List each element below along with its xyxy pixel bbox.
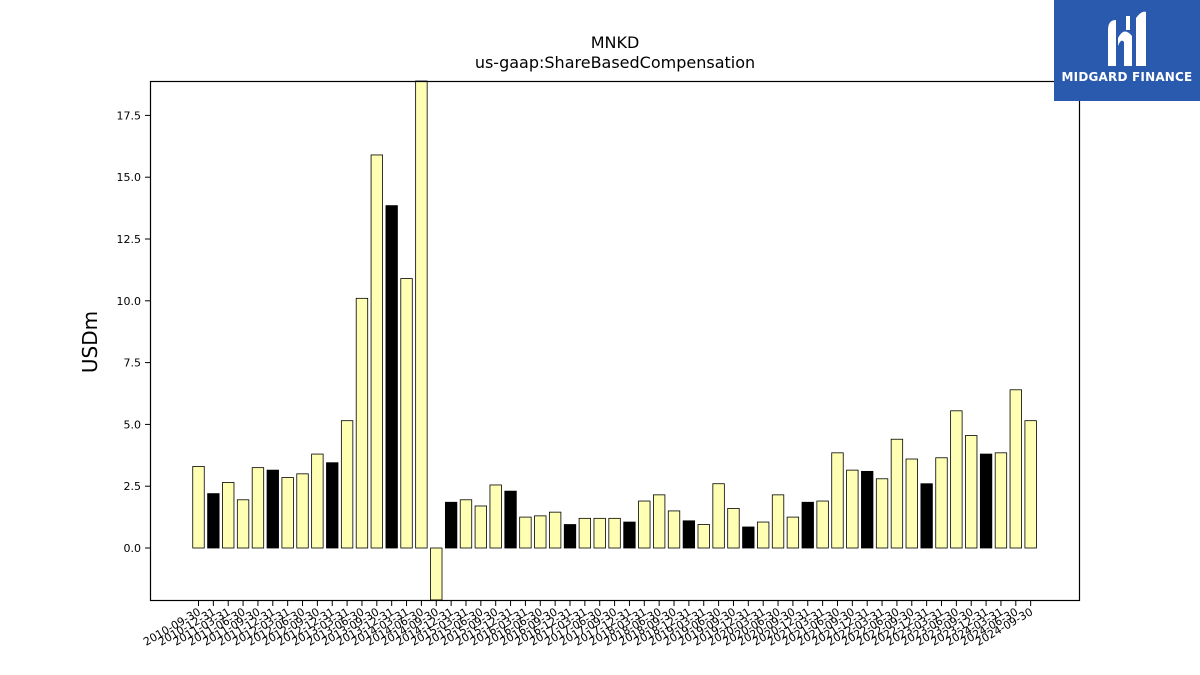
y-tick-label: 15.0 [117, 171, 142, 184]
bar-2012-09-30 [311, 453, 324, 549]
bar-2015-12-31 [504, 490, 517, 549]
midgard-logo: MIDGARD FINANCE [1054, 0, 1200, 101]
bar-2011-12-31 [266, 469, 279, 549]
y-tick-label: 12.5 [117, 233, 142, 246]
bar-2013-12-31 [385, 205, 398, 549]
bar-2020-06-30 [771, 494, 785, 549]
midgard-logo-icon [1108, 11, 1146, 67]
y-tick-label: 0.0 [124, 542, 142, 555]
chart-subtitle: us-gaap:ShareBasedCompensation [475, 53, 755, 72]
y-axis-label: USDm [78, 311, 102, 373]
plot-frame [149, 80, 1081, 602]
bar-2019-12-31 [742, 526, 755, 549]
bar-2011-03-31 [222, 482, 235, 549]
bar-2014-06-30 [415, 80, 428, 549]
bar-2018-12-31 [682, 520, 696, 549]
y-tick-label: 7.5 [124, 357, 142, 370]
bar-2014-09-30 [430, 547, 443, 601]
bar-2017-12-31 [623, 521, 636, 549]
bar-2024-09-30 [1024, 420, 1037, 549]
bar-2015-06-30 [474, 505, 487, 549]
bar-2010-12-31 [207, 493, 220, 549]
bar-2012-03-31 [281, 477, 294, 549]
bar-2022-09-30 [905, 458, 918, 549]
bar-2013-06-30 [355, 297, 369, 549]
bar-2018-03-31 [638, 500, 651, 549]
y-tick-label: 17.5 [117, 109, 142, 122]
bar-2010-09-30 [192, 466, 205, 549]
bar-2022-03-31 [875, 478, 889, 549]
y-tick-label: 2.5 [124, 480, 142, 493]
x-axis: 2010-09-302010-12-312011-03-312011-06-30… [141, 600, 1035, 649]
bar-2016-12-31 [563, 524, 577, 549]
bar-2012-06-30 [296, 473, 309, 549]
bar-2019-03-31 [697, 524, 710, 549]
bar-2020-03-31 [757, 521, 770, 549]
bar-2015-03-31 [459, 499, 473, 549]
bar-2016-06-30 [534, 515, 547, 549]
bar-2011-09-30 [251, 467, 265, 549]
bar-2013-03-31 [340, 420, 354, 549]
logo-text: MIDGARD FINANCE [1061, 70, 1193, 84]
bar-2021-03-31 [816, 500, 829, 549]
bars [192, 80, 1037, 601]
bar-2017-03-31 [578, 517, 592, 549]
y-tick-label: 5.0 [124, 418, 142, 431]
bar-2022-06-30 [890, 438, 904, 549]
bar-2015-09-30 [489, 484, 502, 549]
y-tick-label: 10.0 [117, 295, 142, 308]
bar-2019-06-30 [712, 483, 725, 549]
bar-2017-06-30 [593, 517, 606, 549]
bar-2014-12-31 [444, 501, 458, 549]
bar-2024-06-30 [1009, 389, 1022, 549]
bar-2016-03-31 [519, 516, 532, 549]
bar-2021-09-30 [846, 469, 859, 549]
bar-2018-09-30 [667, 510, 681, 549]
bar-2023-09-30 [965, 435, 978, 549]
bar-2012-12-31 [326, 462, 339, 549]
bar-2023-06-30 [950, 410, 963, 549]
bar-2013-09-30 [370, 154, 383, 549]
y-axis: 0.0 2.5 5.0 7.5 10.0 12.5 15.0 17.5 [117, 109, 151, 555]
bar-2020-12-31 [801, 501, 814, 549]
bar-2021-12-31 [861, 470, 874, 549]
bar-2020-09-30 [786, 516, 800, 549]
bar-2019-09-30 [727, 508, 740, 549]
bar-2023-03-31 [935, 457, 948, 549]
bar-2017-09-30 [608, 517, 621, 549]
bar-2022-12-31 [920, 483, 933, 549]
bar-2018-06-30 [653, 494, 666, 549]
bar-2011-06-30 [236, 499, 250, 549]
bar-2023-12-31 [979, 453, 993, 549]
bar-2016-09-30 [548, 511, 562, 549]
bar-2024-03-31 [994, 452, 1008, 549]
chart-title: MNKD [591, 33, 640, 52]
bar-2021-06-30 [831, 452, 844, 549]
bar-2014-03-31 [400, 278, 413, 549]
